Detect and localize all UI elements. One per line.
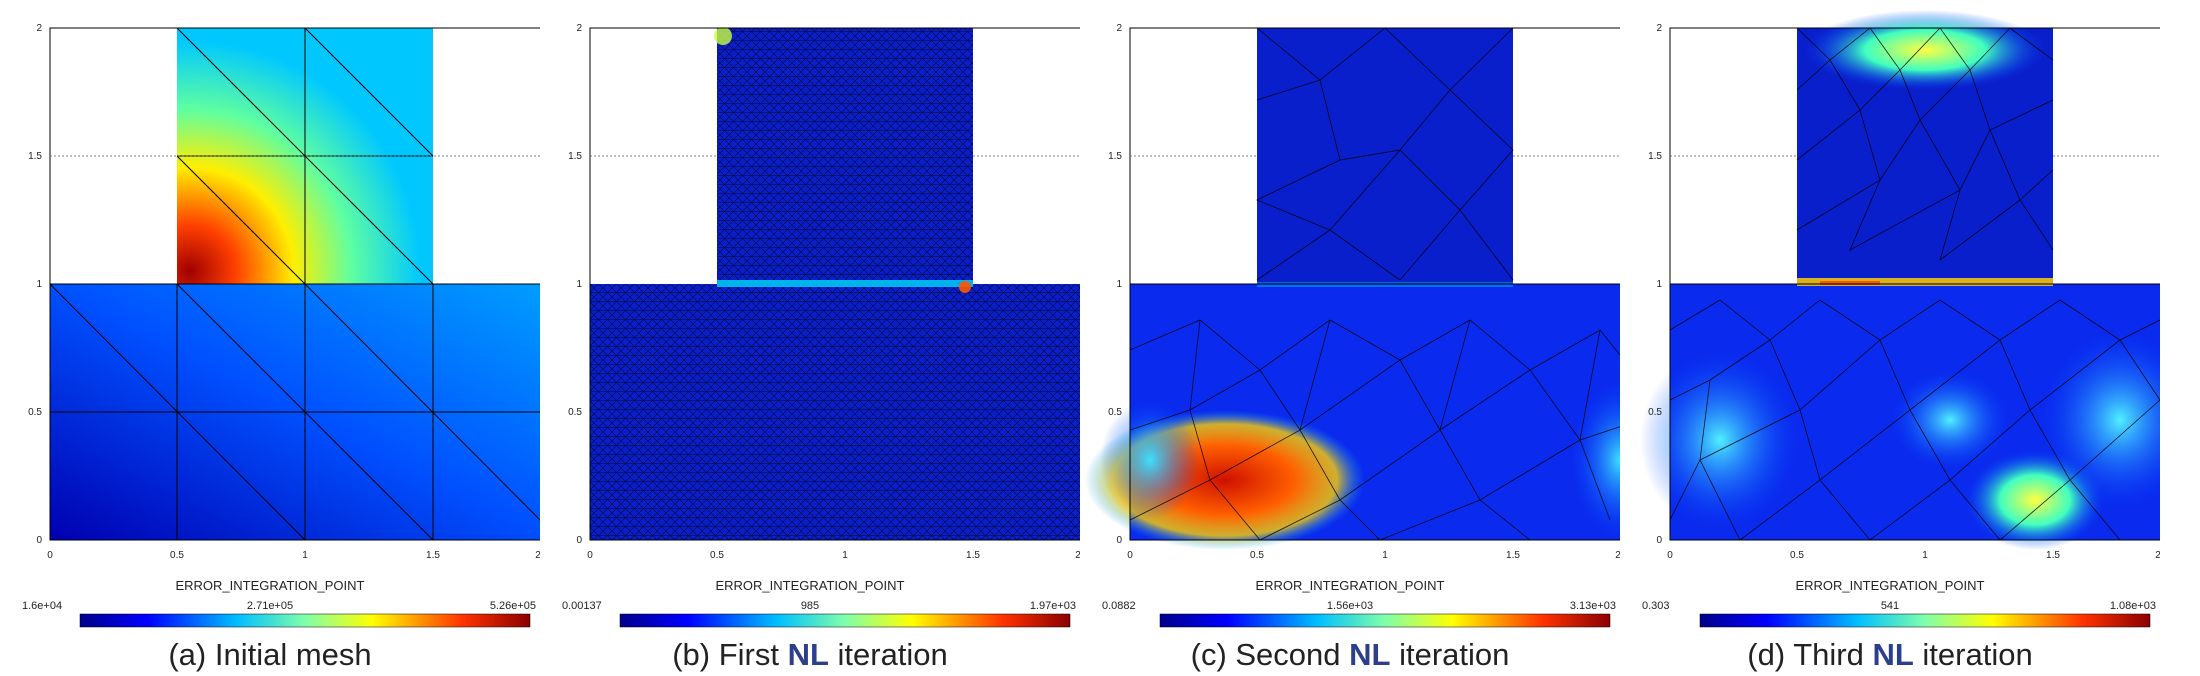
x-axis-ticks: 0 0.5 1 1.5 2: [1667, 550, 2160, 561]
colorbar: [1159, 613, 1611, 628]
y-tick: 0.5: [28, 407, 42, 418]
colorbar: [79, 613, 531, 628]
x-tick: 1: [1922, 550, 1928, 561]
y-tick: 0.5: [1648, 407, 1662, 418]
x-tick: 2: [2155, 550, 2160, 561]
x-tick: 0: [47, 550, 53, 561]
y-tick: 2: [36, 23, 42, 34]
colorbar-mid: 541: [1880, 600, 1900, 612]
colorbar-mid: 1.56e+03: [1326, 600, 1374, 612]
x-tick: 1: [842, 550, 848, 561]
colorbar-min: 0.303: [1642, 600, 1670, 612]
x-tick: 0: [1127, 550, 1133, 561]
y-tick: 0.5: [1108, 407, 1122, 418]
x-tick: 0: [587, 550, 593, 561]
y-tick: 1.5: [1648, 151, 1662, 162]
mesh-plot: 0 0.5 1 1.5 2 0 0.5 1 1.5 2: [1640, 10, 2160, 561]
caption: (d) Third NL iteration: [1747, 637, 2033, 672]
caption: (b) First NL iteration: [672, 637, 948, 672]
panel-second-nl-iteration: 0 0.5 1 1.5 2 0 0.5 1 1.5 2 ERROR_INTEGR…: [1080, 0, 1620, 676]
y-tick: 1.5: [568, 151, 582, 162]
y-tick: 1: [1656, 279, 1662, 290]
y-tick: 1.5: [28, 151, 42, 162]
colorbar-title: ERROR_INTEGRATION_POINT: [715, 578, 905, 593]
y-tick: 2: [576, 23, 582, 34]
caption: (c) Second NL iteration: [1190, 637, 1510, 672]
x-tick: 0: [1667, 550, 1673, 561]
y-tick: 2: [1116, 23, 1122, 34]
x-tick: 2: [1075, 550, 1080, 561]
mesh-plot: 0 0.5 1 1.5 2 0 0.5 1 1.5 2: [1085, 23, 1620, 561]
x-tick: 0.5: [170, 550, 184, 561]
panel-first-nl-iteration: 0 0.5 1 1.5 2 0 0.5 1 1.5 2 ERROR_INTEGR…: [540, 0, 1080, 676]
x-tick: 1: [302, 550, 308, 561]
colorbar-mid: 2.71e+05: [246, 600, 294, 612]
x-tick: 0.5: [710, 550, 724, 561]
colorbar-max: 5.26e+05: [489, 600, 536, 612]
y-tick: 2: [1656, 23, 1662, 34]
x-tick: 2: [1615, 550, 1620, 561]
panel-initial-mesh: 0 0.5 1 1.5 2 0 0.5 1 1.5 2 ERROR_INTEGR…: [0, 0, 540, 676]
x-tick: 0.5: [1250, 550, 1264, 561]
x-tick: 1.5: [1506, 550, 1520, 561]
y-axis-ticks: 0 0.5 1 1.5 2: [568, 23, 582, 546]
y-axis-ticks: 0 0.5 1 1.5 2: [1108, 23, 1122, 546]
x-tick: 1: [1382, 550, 1388, 561]
mesh-plot: 0 0.5 1 1.5 2 0 0.5 1 1.5 2: [28, 23, 540, 561]
y-tick: 1: [36, 279, 42, 290]
x-axis-ticks: 0 0.5 1 1.5 2: [47, 550, 540, 561]
colorbar-title: ERROR_INTEGRATION_POINT: [1795, 578, 1985, 593]
y-tick: 0: [1116, 535, 1122, 546]
colorbar-max: 3.13e+03: [1569, 600, 1616, 612]
y-tick: 1: [576, 279, 582, 290]
x-tick: 1.5: [426, 550, 440, 561]
y-tick: 1: [1116, 279, 1122, 290]
caption: (a) Initial mesh: [168, 637, 372, 672]
colorbar-title: ERROR_INTEGRATION_POINT: [1255, 578, 1445, 593]
panel-third-nl-iteration: 0 0.5 1 1.5 2 0 0.5 1 1.5 2 ERROR_INTEGR…: [1620, 0, 2160, 676]
y-tick: 0: [576, 535, 582, 546]
x-axis-ticks: 0 0.5 1 1.5 2: [1127, 550, 1620, 561]
colorbar-min: 0.0882: [1102, 600, 1136, 612]
x-tick: 1.5: [2046, 550, 2060, 561]
colorbar: [619, 613, 1071, 628]
colorbar-max: 1.97e+03: [1029, 600, 1076, 612]
x-axis-ticks: 0 0.5 1 1.5 2: [587, 550, 1080, 561]
x-tick: 0.5: [1790, 550, 1804, 561]
y-axis-ticks: 0 0.5 1 1.5 2: [28, 23, 42, 546]
colorbar-title: ERROR_INTEGRATION_POINT: [175, 578, 365, 593]
mesh-plot: 0 0.5 1 1.5 2 0 0.5 1 1.5 2: [568, 23, 1080, 561]
colorbar-min: 0.00137: [562, 600, 602, 612]
y-tick: 0.5: [568, 407, 582, 418]
y-tick: 0: [1656, 535, 1662, 546]
y-tick: 1.5: [1108, 151, 1122, 162]
colorbar-mid: 985: [800, 600, 820, 612]
colorbar-min: 1.6e+04: [22, 600, 63, 612]
x-tick: 1.5: [966, 550, 980, 561]
colorbar-max: 1.08e+03: [2109, 600, 2156, 612]
y-tick: 0: [36, 535, 42, 546]
y-axis-ticks: 0 0.5 1 1.5 2: [1648, 23, 1662, 546]
colorbar: [1699, 613, 2151, 628]
x-tick: 2: [535, 550, 540, 561]
